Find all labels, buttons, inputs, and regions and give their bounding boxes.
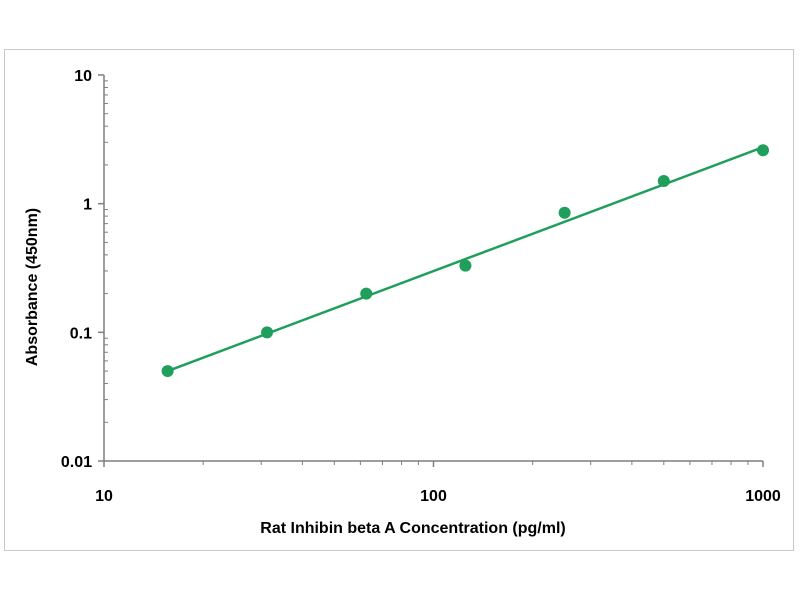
x-tick-label: 100: [420, 488, 447, 505]
x-axis-label: Rat Inhibin beta A Concentration (pg/ml): [260, 520, 565, 537]
x-tick-label: 1000: [745, 488, 781, 505]
fit-line: [167, 145, 764, 373]
data-point: [657, 175, 670, 188]
chart-frame: [4, 49, 794, 551]
data-point: [558, 206, 571, 219]
x-tick-label: 10: [95, 488, 113, 505]
data-point: [261, 326, 274, 339]
y-tick-label: 1: [83, 197, 92, 214]
data-points: [161, 144, 769, 378]
fit-line-group: [167, 145, 764, 373]
y-tick-label: 0.1: [70, 325, 92, 342]
y-tick-label: 0.01: [61, 454, 92, 471]
data-point: [360, 287, 373, 300]
y-tick-label: 10: [74, 68, 92, 85]
y-axis-label: Absorbance (450nm): [24, 208, 41, 366]
data-point: [757, 144, 769, 157]
data-point: [161, 365, 174, 378]
axes: [103, 75, 763, 462]
data-point: [459, 259, 472, 272]
ticks: 0.01 0.1 1 10 10 100 1000: [61, 68, 781, 505]
